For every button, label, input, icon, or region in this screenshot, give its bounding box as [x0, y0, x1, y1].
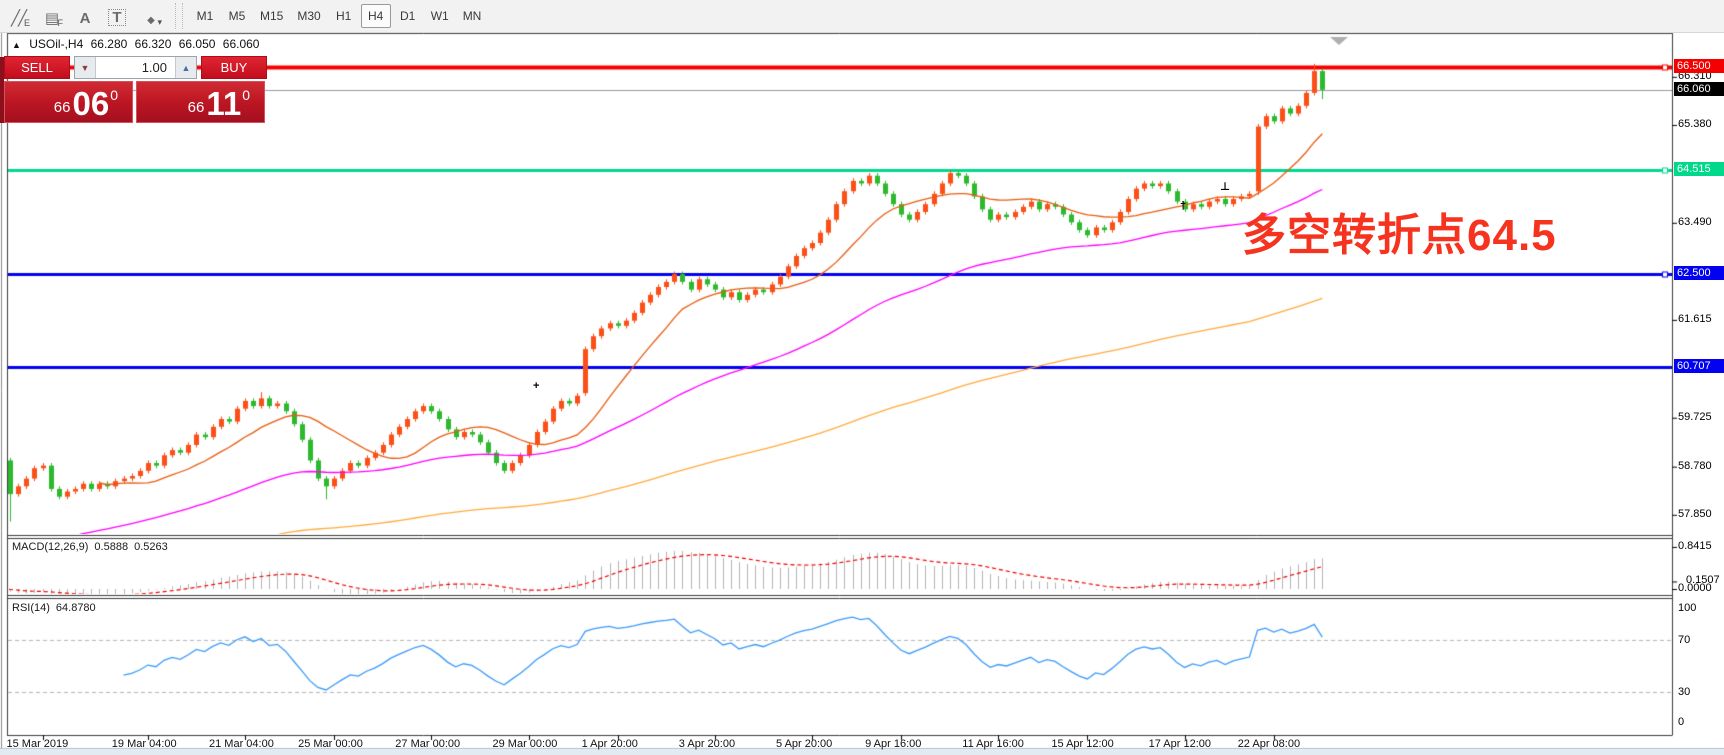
panel-edge: [0, 57, 4, 123]
rsi-level-label-100: 100: [1678, 602, 1697, 614]
fibonacci-icon-glyph: ▤: [44, 10, 59, 27]
buy-price-pips: 11: [206, 84, 242, 122]
sell-price-main: 66: [53, 99, 71, 116]
price-axis-label-58.780: 58.780: [1678, 459, 1712, 472]
time-axis-label: 3 Apr 20:00: [678, 738, 736, 750]
time-axis-label: 15 Apr 12:00: [1051, 738, 1114, 750]
one-click-trade-panel: SELL ▼ 1.00 ▲ BUY 66 06 0 66 11 0: [0, 56, 267, 123]
timeframe-mn-button[interactable]: MN: [462, 9, 482, 23]
timeframe-w1-button[interactable]: W1: [430, 9, 449, 23]
rsi-level-label-0: 0: [1678, 716, 1685, 728]
chart-object-marker-1: †: [1180, 200, 1187, 212]
price-axis-label-57.850: 57.850: [1678, 507, 1712, 520]
time-axis-label: 5 Apr 20:00: [776, 738, 833, 750]
ohlc-high: 66.320: [134, 37, 172, 51]
time-axis-label: 1 Apr 20:00: [581, 738, 638, 750]
time-axis-label: 21 Mar 04:00: [209, 738, 274, 750]
rsi-pane-label: RSI(14) 64.8780: [12, 602, 102, 614]
rsi-level-label-30: 30: [1678, 685, 1691, 698]
macd-level-label-0.1507: 0.1507: [1686, 574, 1720, 587]
arrows-icon-caret: ▾: [157, 17, 162, 27]
time-axis-label: 22 Apr 08:00: [1237, 738, 1301, 750]
arrows-icon-glyph: ◆: [147, 15, 155, 26]
text-tool-icon[interactable]: A: [69, 3, 99, 29]
price-tag-64.515: 64.515: [1674, 161, 1724, 176]
price-tag-62.500: 62.500: [1674, 266, 1724, 281]
timeframe-m15-button[interactable]: M15: [260, 9, 284, 23]
channel-icon-sub: E: [23, 18, 30, 28]
time-axis-label: 17 Apr 12:00: [1148, 738, 1211, 750]
buy-price-main: 66: [187, 99, 205, 116]
sell-price-pips: 06: [72, 84, 110, 122]
volume-input[interactable]: 1.00: [96, 57, 175, 78]
collapse-arrow-icon[interactable]: ▲: [12, 40, 21, 50]
time-axis-label: 29 Mar 00:00: [492, 738, 558, 750]
timeframe-m1-button[interactable]: M1: [196, 9, 214, 23]
sell-button[interactable]: SELL: [4, 56, 70, 79]
macd-level-label-0.0000: 0.0000: [1678, 582, 1712, 594]
status-strip: [0, 749, 1724, 755]
time-axis-label: 9 Apr 16:00: [865, 738, 922, 750]
fibonacci-tool-icon[interactable]: ▤ F: [36, 3, 66, 29]
symbol-period-label: USOil-,H4: [29, 37, 84, 51]
buy-button[interactable]: BUY: [201, 56, 267, 79]
timeframe-m30-button[interactable]: M30: [297, 9, 321, 23]
arrows-tool-icon[interactable]: ◆ ▾: [135, 3, 165, 29]
time-axis-label: 25 Mar 00:00: [298, 738, 363, 750]
rsi-indicator-name: RSI(14): [12, 602, 50, 614]
time-axis-label: 19 Mar 04:00: [111, 738, 177, 750]
toolbar: ╱╱ E ▤ F A T ◆ ▾ M1 M5 M15 M30 H1 H4 D1 …: [0, 0, 1724, 33]
time-axis-label: 27 Mar 00:00: [395, 738, 461, 750]
text-label-tool-icon[interactable]: T: [102, 3, 132, 29]
macd-signal-value: 0.5263: [134, 541, 168, 553]
macd-level-label-0.8415: 0.8415: [1678, 539, 1712, 552]
rsi-level-label-70: 70: [1678, 633, 1691, 646]
price-tag-60.707: 60.707: [1674, 358, 1724, 373]
chart-title: ▲ USOil-,H4 66.280 66.320 66.050 66.060: [12, 37, 263, 51]
timeframe-d1-button[interactable]: D1: [400, 9, 416, 23]
volume-decrease-button[interactable]: ▼: [75, 57, 96, 78]
fibonacci-icon-sub: F: [57, 18, 64, 28]
ohlc-close: 66.060: [222, 37, 260, 51]
volume-stepper: ▼ 1.00 ▲: [74, 56, 197, 79]
sell-price-tile[interactable]: 66 06 0: [4, 81, 133, 123]
ohlc-open: 66.280: [90, 37, 128, 51]
timeframe-m5-button[interactable]: M5: [228, 9, 246, 23]
toolbar-separator: [175, 3, 183, 29]
macd-main-value: 0.5888: [94, 541, 129, 553]
buy-price-frac: 0: [242, 87, 250, 103]
equidistant-channel-tool-icon[interactable]: ╱╱ E: [3, 3, 33, 29]
time-axis-label: 15 Mar 2019: [6, 738, 69, 750]
price-axis-label-59.725: 59.725: [1678, 410, 1712, 423]
ohlc-low: 66.050: [178, 37, 216, 51]
macd-pane-label: MACD(12,26,9) 0.5888 0.5263: [12, 541, 174, 553]
timeframe-h1-button[interactable]: H1: [336, 9, 352, 23]
text-icon-glyph: A: [79, 10, 91, 27]
text-label-icon-glyph: T: [108, 9, 126, 26]
channel-icon-glyph: ╱╱: [10, 10, 27, 27]
rsi-value: 64.8780: [55, 602, 96, 614]
price-axis-label-61.615: 61.615: [1678, 312, 1712, 325]
price-tag-66.500: 66.500: [1674, 59, 1724, 73]
timeframe-h4-button[interactable]: H4: [360, 4, 391, 28]
time-axis-label: 11 Apr 16:00: [962, 738, 1024, 750]
sell-price-frac: 0: [110, 87, 118, 103]
price-tag-66.060: 66.060: [1674, 81, 1724, 96]
chart-text-annotation: 多空转折点64.5: [1242, 211, 1557, 260]
price-axis-label-63.490: 63.490: [1678, 215, 1712, 228]
volume-increase-button[interactable]: ▲: [175, 57, 196, 78]
buy-price-tile[interactable]: 66 11 0: [136, 81, 265, 123]
chart-object-marker-0: +: [533, 380, 540, 392]
chart-object-marker-2: ⊥: [1220, 181, 1231, 193]
macd-indicator-name: MACD(12,26,9): [12, 541, 89, 553]
price-axis-label-65.380: 65.380: [1678, 117, 1712, 130]
